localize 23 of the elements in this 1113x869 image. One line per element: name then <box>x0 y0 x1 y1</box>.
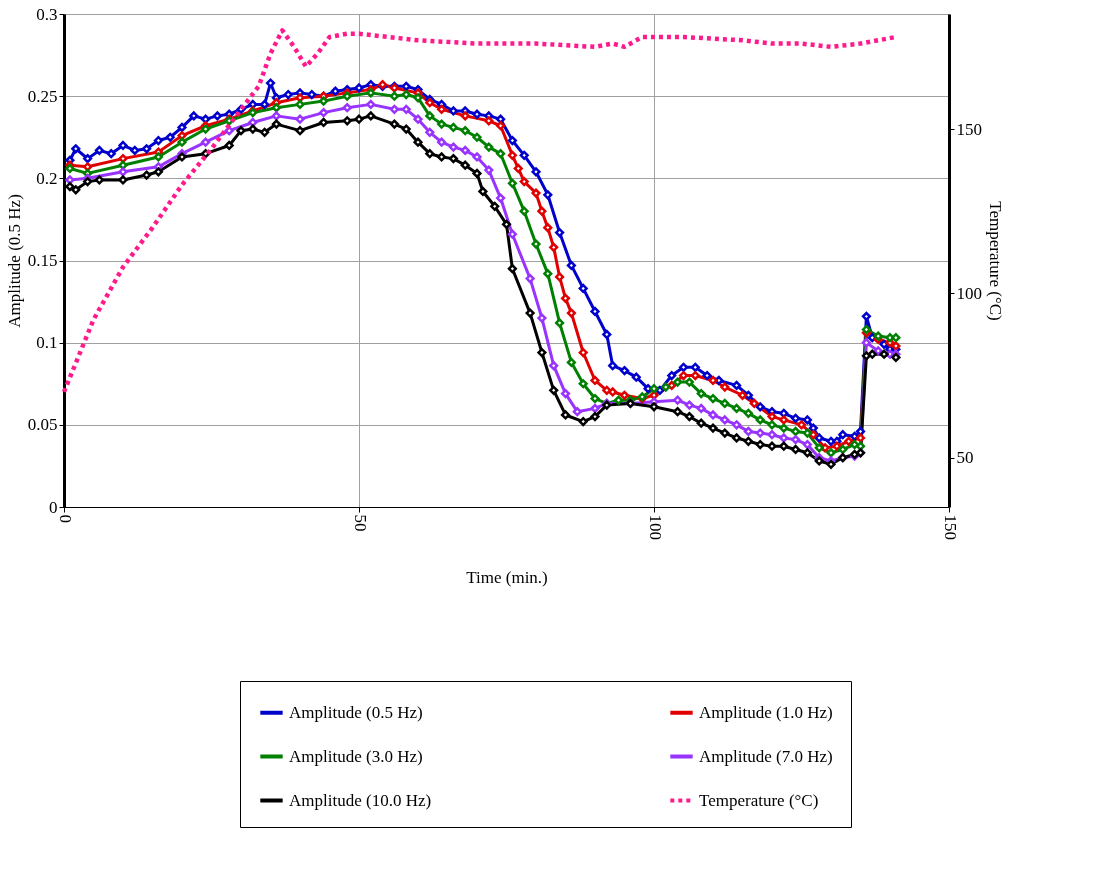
y-tick-label: 0.25 <box>27 86 58 106</box>
x-axis-title: Time (min.) <box>466 568 548 587</box>
x-tick-label: 0 <box>55 514 75 523</box>
legend-label: Amplitude (1.0 Hz) <box>699 702 833 722</box>
legend-label: Amplitude (10.0 Hz) <box>289 790 432 810</box>
y-axis-title: Amplitude (0.5 Hz) <box>4 194 24 328</box>
legend-label: Temperature (°C) <box>699 790 819 810</box>
y-tick-label: 0.05 <box>27 415 58 435</box>
y-tick-label: 0.3 <box>36 4 58 24</box>
x-tick-label: 50 <box>350 514 370 532</box>
legend-label: Amplitude (7.0 Hz) <box>699 746 833 766</box>
y-tick-label: 0.1 <box>36 333 58 353</box>
y-tick-label: 0 <box>49 497 58 517</box>
x-tick-label: 100 <box>645 514 665 540</box>
y2-tick-label: 150 <box>956 119 982 139</box>
legend-label: Amplitude (0.5 Hz) <box>289 702 423 722</box>
y2-tick-label: 50 <box>956 448 974 468</box>
y-tick-label: 0.2 <box>36 168 58 188</box>
legend-label: Amplitude (3.0 Hz) <box>289 746 423 766</box>
y2-tick-label: 100 <box>956 283 982 303</box>
y2-axis-title: Temperature (°C) <box>986 201 1005 321</box>
y-tick-label: 0.15 <box>27 251 58 270</box>
x-tick-label: 150 <box>940 514 960 540</box>
